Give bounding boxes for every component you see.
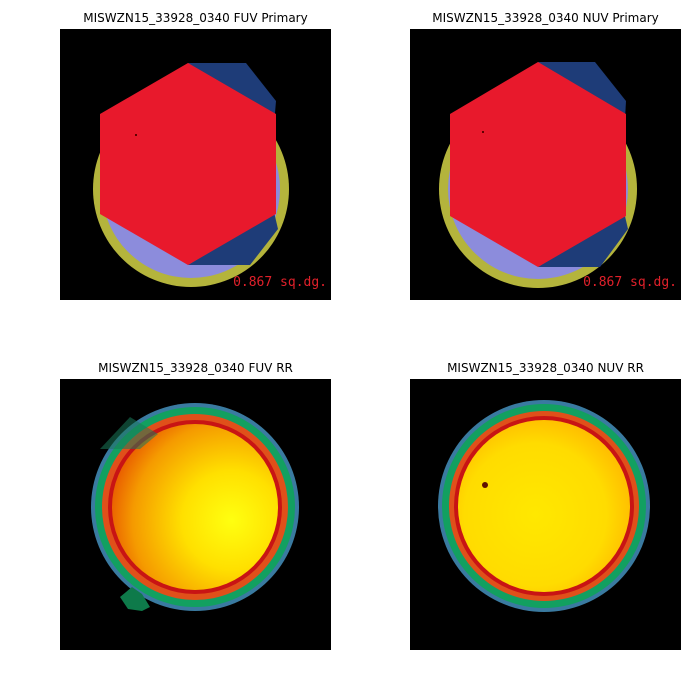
fuv-rr-image xyxy=(60,379,331,650)
panel-title-nuv-primary: MISWZN15_33928_0340 NUV Primary xyxy=(432,11,659,25)
bottom-left-notch xyxy=(120,587,150,611)
nuv-rr-relative-response-map xyxy=(438,400,650,612)
dark-spot xyxy=(482,482,488,488)
fuv-primary-coverage-map xyxy=(93,63,289,287)
fuv-primary-image: 0.867 sq.dg. xyxy=(60,29,331,300)
response-disk xyxy=(112,424,278,590)
response-disk xyxy=(458,420,630,592)
dead-pixel xyxy=(482,131,484,133)
red-hexagon xyxy=(450,62,626,267)
area-label: 0.867 sq.dg. xyxy=(233,275,327,290)
dead-pixel xyxy=(135,134,137,136)
nuv-primary-coverage-map xyxy=(439,62,637,288)
panel-title-fuv-primary: MISWZN15_33928_0340 FUV Primary xyxy=(83,11,308,25)
panel-title-fuv-rr: MISWZN15_33928_0340 FUV RR xyxy=(98,361,293,375)
panel-title-nuv-rr: MISWZN15_33928_0340 NUV RR xyxy=(447,361,644,375)
fuv-rr-relative-response-map xyxy=(91,403,299,611)
red-hexagon xyxy=(100,63,276,265)
area-label: 0.867 sq.dg. xyxy=(583,275,677,290)
nuv-primary-image: 0.867 sq.dg. xyxy=(410,29,681,300)
upper-left-shadow xyxy=(100,417,158,449)
nuv-rr-image xyxy=(410,379,681,650)
